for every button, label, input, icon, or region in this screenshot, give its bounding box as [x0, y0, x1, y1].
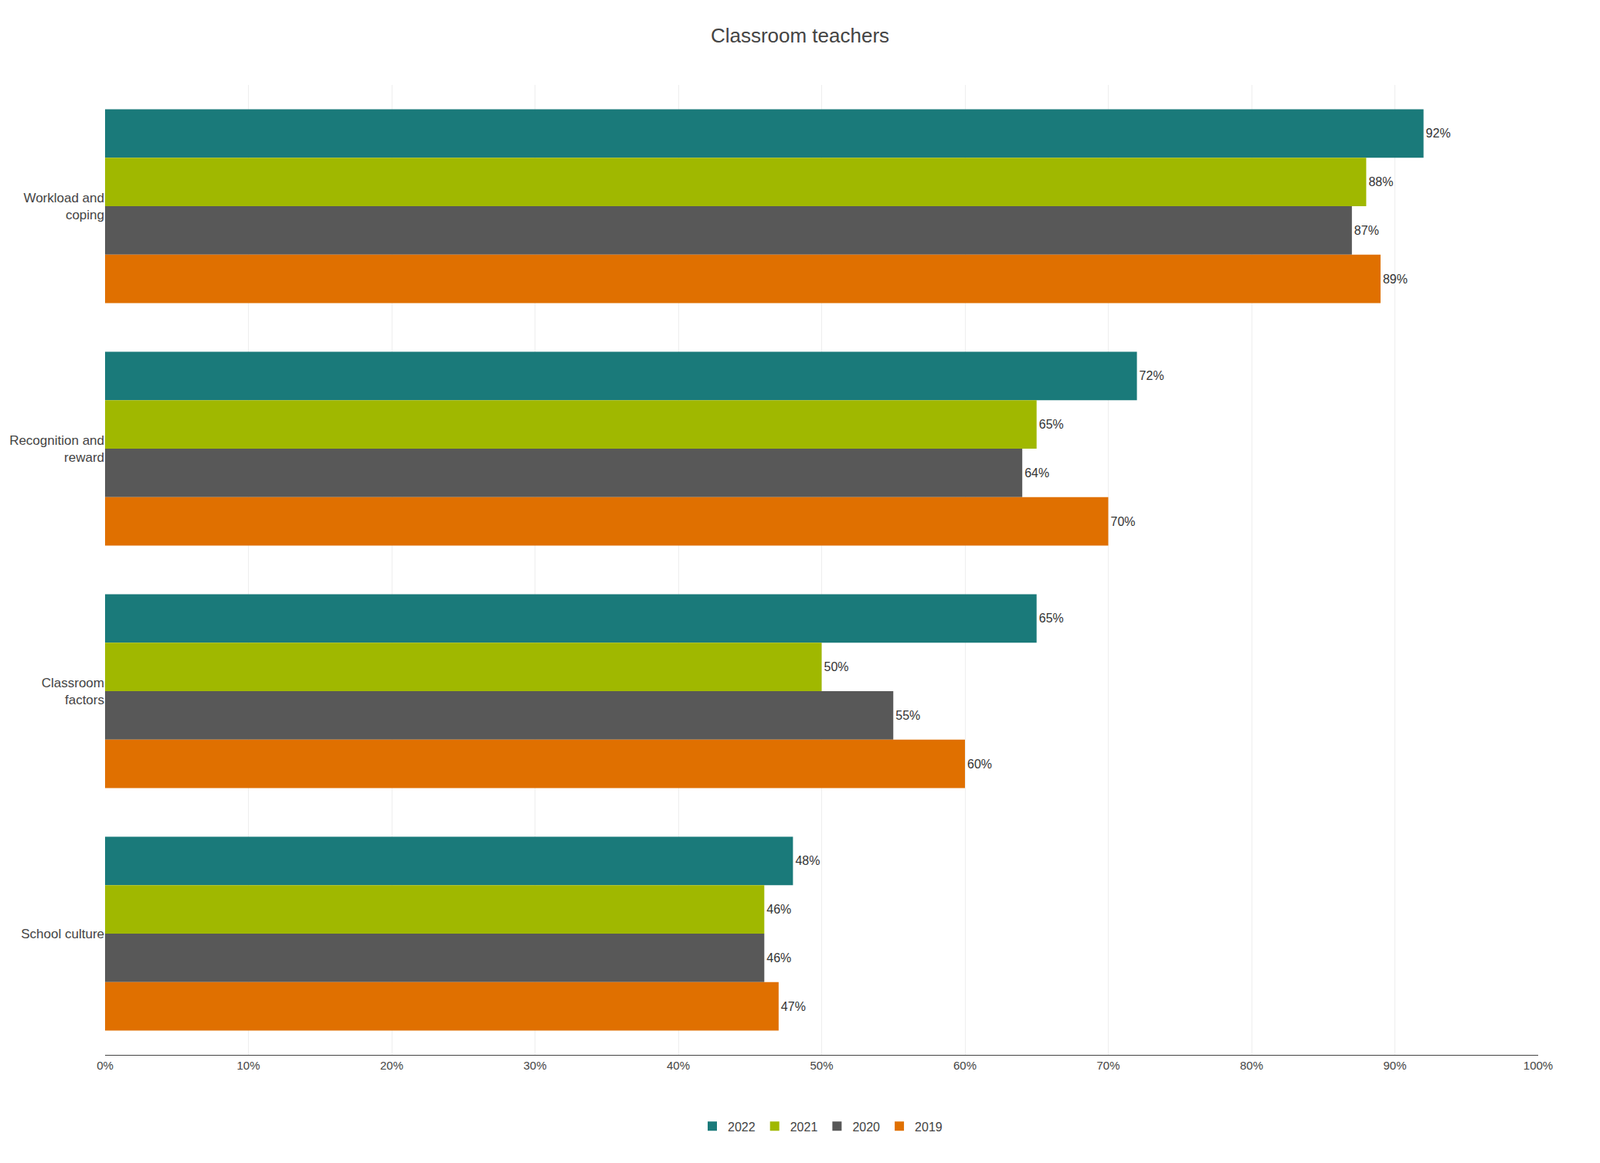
svg-text:70%: 70%	[1096, 1059, 1120, 1073]
svg-text:50%: 50%	[824, 660, 850, 674]
svg-text:70%: 70%	[1110, 515, 1136, 529]
svg-text:55%: 55%	[895, 709, 921, 723]
svg-text:10%: 10%	[236, 1059, 260, 1073]
svg-text:0%: 0%	[96, 1059, 114, 1073]
svg-text:2022: 2022	[727, 1121, 756, 1135]
svg-text:2021: 2021	[790, 1121, 819, 1135]
svg-text:Classroomfactors: Classroomfactors	[41, 676, 105, 708]
svg-text:64%: 64%	[1024, 466, 1050, 480]
svg-text:Recognition andreward: Recognition andreward	[9, 433, 105, 466]
svg-text:92%: 92%	[1426, 126, 1451, 140]
svg-text:30%: 30%	[523, 1059, 547, 1073]
svg-text:School culture: School culture	[20, 927, 105, 942]
svg-text:87%: 87%	[1354, 224, 1380, 238]
svg-text:60%: 60%	[967, 757, 992, 772]
svg-text:46%: 46%	[766, 903, 792, 917]
svg-text:65%: 65%	[1039, 417, 1064, 432]
svg-text:72%: 72%	[1139, 369, 1165, 383]
svg-text:40%: 40%	[666, 1059, 690, 1073]
svg-text:90%: 90%	[1382, 1059, 1407, 1073]
svg-text:46%: 46%	[766, 951, 792, 965]
svg-text:50%: 50%	[809, 1059, 833, 1073]
svg-text:20%: 20%	[380, 1059, 404, 1073]
svg-text:Workload andcoping: Workload andcoping	[23, 190, 105, 223]
svg-text:48%: 48%	[794, 854, 820, 868]
svg-text:65%: 65%	[1039, 611, 1064, 626]
svg-text:2020: 2020	[852, 1121, 880, 1135]
svg-text:80%: 80%	[1239, 1059, 1264, 1073]
svg-text:89%: 89%	[1382, 272, 1408, 286]
svg-text:2019: 2019	[914, 1121, 943, 1135]
svg-text:Classroom teachers: Classroom teachers	[710, 23, 890, 48]
svg-text:47%: 47%	[781, 1000, 806, 1014]
svg-text:60%: 60%	[953, 1059, 977, 1073]
svg-text:88%: 88%	[1368, 175, 1393, 189]
svg-text:100%: 100%	[1523, 1059, 1553, 1073]
